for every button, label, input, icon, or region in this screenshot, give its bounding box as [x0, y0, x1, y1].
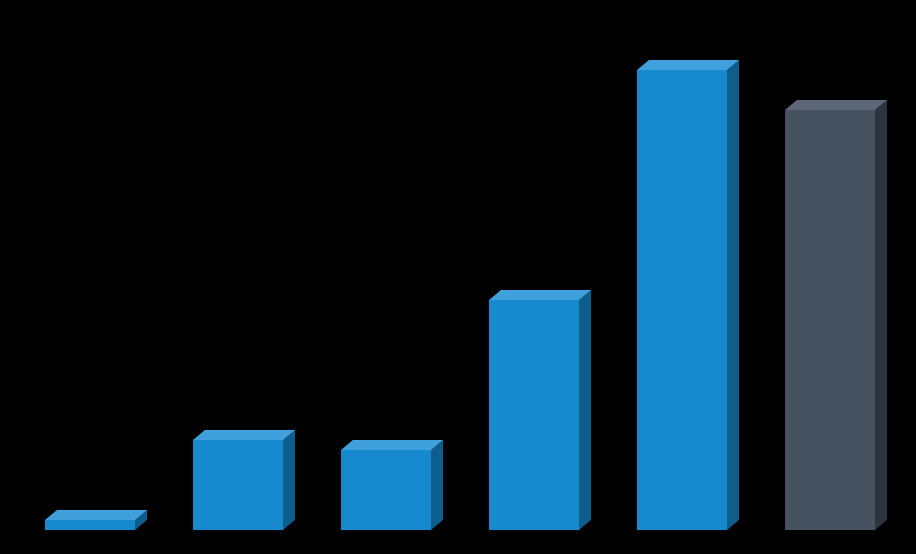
bar-1	[45, 520, 135, 530]
bar-side-facet	[431, 440, 443, 530]
bar-side-facet	[579, 290, 591, 530]
bar-front-facet	[637, 70, 727, 530]
bar-front-facet	[489, 300, 579, 530]
bar-2	[193, 440, 283, 530]
bar-front-facet	[785, 110, 875, 530]
bar-5	[637, 70, 727, 530]
bar-chart	[0, 0, 916, 530]
bar-top-facet	[193, 430, 295, 440]
bar-4	[489, 300, 579, 530]
bar-3	[341, 450, 431, 530]
bar-front-facet	[193, 440, 283, 530]
bar-side-facet	[727, 60, 739, 530]
bar-side-facet	[875, 100, 887, 530]
bar-front-facet	[45, 520, 135, 530]
bar-6	[785, 110, 875, 530]
bar-top-facet	[489, 290, 591, 300]
bar-top-facet	[637, 60, 739, 70]
bar-top-facet	[341, 440, 443, 450]
bar-top-facet	[785, 100, 887, 110]
bar-top-facet	[45, 510, 147, 520]
bar-front-facet	[341, 450, 431, 530]
bar-side-facet	[283, 430, 295, 530]
